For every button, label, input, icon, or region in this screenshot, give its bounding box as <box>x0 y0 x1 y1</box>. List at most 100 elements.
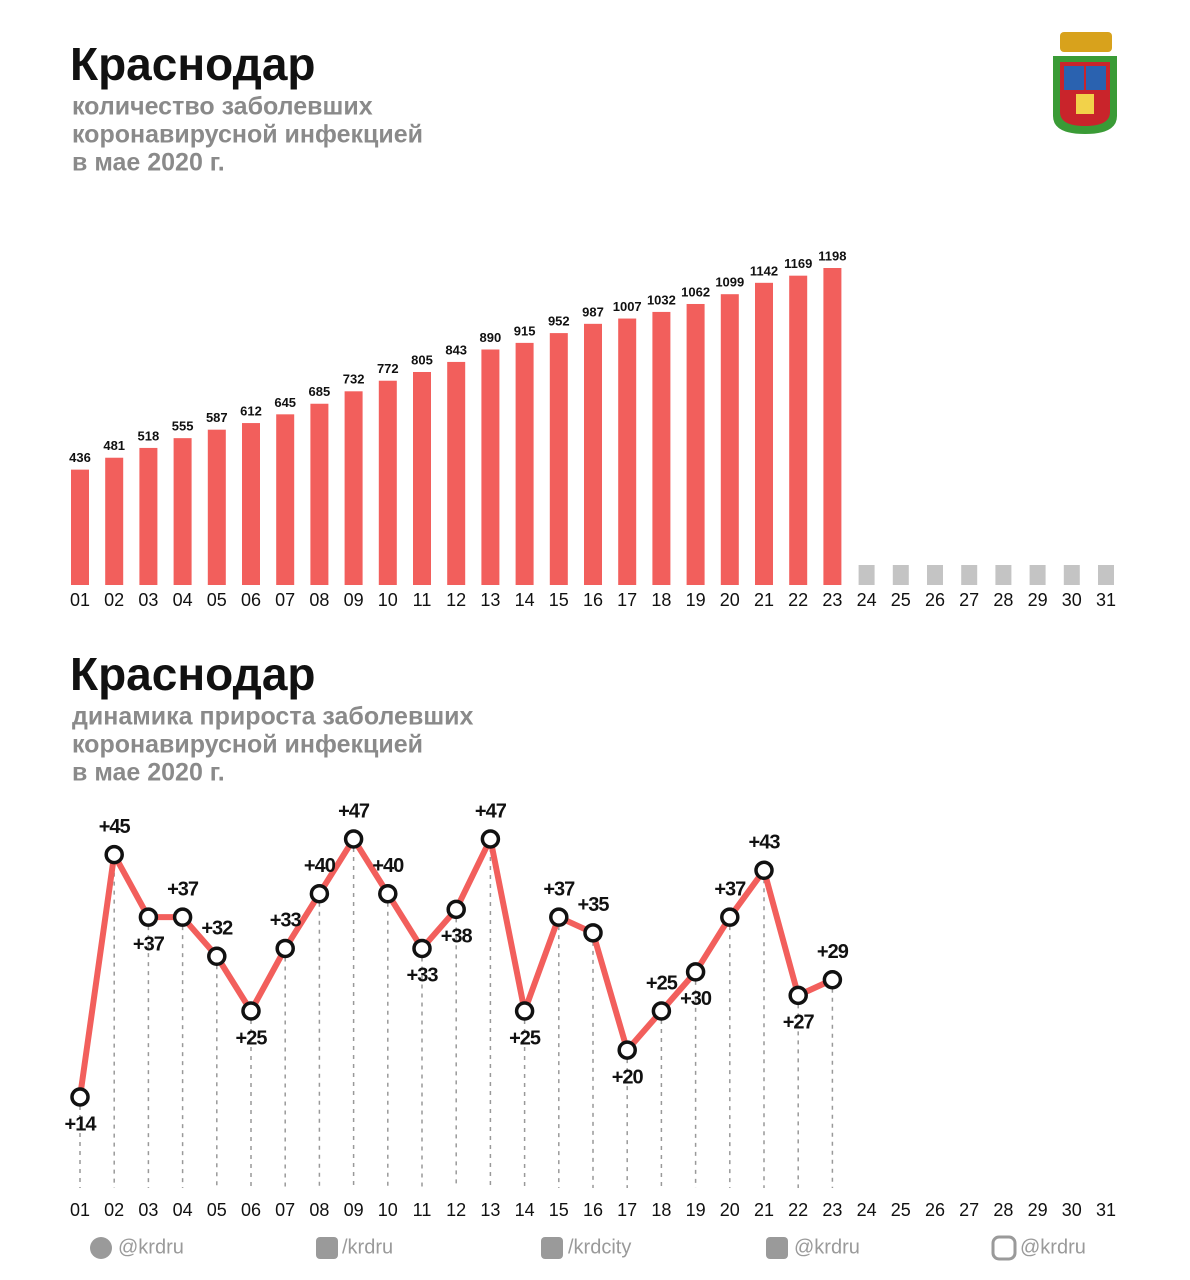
bar <box>71 469 89 585</box>
bar <box>310 403 329 585</box>
point <box>651 1001 672 1021</box>
point <box>685 962 706 982</box>
x-tick-label: 11 <box>413 1200 432 1220</box>
bar <box>755 282 773 585</box>
x-tick-label: 12 <box>446 1200 466 1220</box>
subtitle: количество заболевших <box>72 93 373 121</box>
bar <box>378 380 397 585</box>
bar <box>105 457 124 585</box>
x-tick-label: 09 <box>344 1200 364 1220</box>
value-label: +14 <box>65 1113 98 1135</box>
x-tick-label: 18 <box>651 1200 671 1220</box>
placeholder-bar <box>892 565 909 585</box>
x-tick-label: 06 <box>241 590 261 610</box>
value-label: 645 <box>274 395 296 410</box>
chart-title: Краснодар <box>70 38 316 90</box>
x-tick-label: 24 <box>857 1200 877 1220</box>
point <box>275 938 295 959</box>
x-tick-label: 27 <box>959 590 979 610</box>
x-tick-label: 21 <box>754 590 774 610</box>
x-tick-label: 22 <box>788 1200 808 1220</box>
bar <box>139 447 158 585</box>
bar <box>789 275 808 585</box>
x-tick-label: 27 <box>959 1200 979 1220</box>
x-tick-label: 18 <box>651 590 671 610</box>
x-tick-label: 16 <box>583 590 603 610</box>
x-tick-label: 21 <box>754 1200 774 1220</box>
social-handle: @krdru <box>1020 1236 1086 1258</box>
x-tick-label: 12 <box>446 590 466 610</box>
value-label: +25 <box>509 1027 541 1049</box>
x-tick-label: 01 <box>70 590 90 610</box>
placeholder-bar <box>927 565 943 585</box>
x-tick-label: 02 <box>104 1200 124 1220</box>
bar <box>413 371 431 585</box>
value-label: 915 <box>514 323 536 338</box>
x-tick-label: 23 <box>822 590 842 610</box>
value-label: 1169 <box>784 256 812 271</box>
value-label: 1198 <box>818 248 846 263</box>
value-label: +27 <box>783 1012 815 1034</box>
value-label: +32 <box>201 918 233 940</box>
x-tick-label: 03 <box>138 590 158 610</box>
placeholder-bar <box>1063 565 1080 585</box>
social-handle: @krdru <box>118 1236 184 1258</box>
x-tick-label: 16 <box>583 1200 603 1220</box>
social-icons <box>90 1235 1017 1261</box>
point <box>138 907 159 927</box>
x-tick-label: 05 <box>207 590 227 610</box>
value-label: 1099 <box>715 275 744 290</box>
x-tick-label: 30 <box>1062 590 1082 610</box>
subtitle: коронавирусной инфекцией <box>72 121 423 149</box>
x-tick-label: 04 <box>173 590 193 610</box>
bar <box>515 342 534 585</box>
value-label: +37 <box>133 933 165 955</box>
value-label: 1007 <box>613 299 642 314</box>
value-label: +38 <box>441 926 473 948</box>
x-tick-label: 10 <box>378 1200 398 1220</box>
point <box>720 907 740 927</box>
x-tick-label: 31 <box>1096 1200 1116 1220</box>
x-tick-label: 28 <box>993 590 1013 610</box>
x-tick-label: 19 <box>686 590 706 610</box>
x-tick-label: 09 <box>344 590 364 610</box>
social-handle: /krdcity <box>568 1236 631 1258</box>
x-tick-label: 07 <box>275 1200 295 1220</box>
value-label: +37 <box>543 878 575 900</box>
bar <box>207 429 226 585</box>
value-label: +40 <box>372 855 404 877</box>
x-tick-label: 13 <box>480 1200 500 1220</box>
bar <box>618 318 637 585</box>
point <box>343 829 364 849</box>
x-tick-label: 30 <box>1062 1200 1082 1220</box>
x-tick-label: 20 <box>720 1200 740 1220</box>
x-tick-label: 07 <box>275 590 295 610</box>
x-tick-label: 17 <box>617 590 637 610</box>
social-handle: @krdru <box>794 1236 860 1258</box>
x-tick-label: 06 <box>241 1200 261 1220</box>
value-label: 805 <box>411 352 433 367</box>
point <box>172 907 193 927</box>
point <box>70 1087 90 1107</box>
value-label: +40 <box>304 855 336 877</box>
social-handle: /krdru <box>342 1236 393 1258</box>
value-label: 890 <box>480 330 502 345</box>
value-label: +37 <box>714 878 746 900</box>
bar <box>584 323 602 585</box>
placeholder-bar <box>961 565 978 585</box>
x-tick-label: 31 <box>1096 590 1116 610</box>
bar <box>823 268 842 585</box>
subtitle: в мае 2020 г. <box>72 149 225 177</box>
bar <box>447 361 466 585</box>
value-label: 732 <box>343 372 365 387</box>
value-label: 481 <box>103 438 125 453</box>
subtitle: коронавирусной инфекцией <box>72 731 423 759</box>
x-tick-label: 28 <box>993 1200 1013 1220</box>
x-tick-label: 14 <box>515 590 535 610</box>
x-tick-label: 22 <box>788 590 808 610</box>
value-label: 1062 <box>681 284 710 299</box>
bar <box>481 349 500 585</box>
x-tick-label: 20 <box>720 590 740 610</box>
point <box>446 899 466 920</box>
point <box>480 829 501 849</box>
